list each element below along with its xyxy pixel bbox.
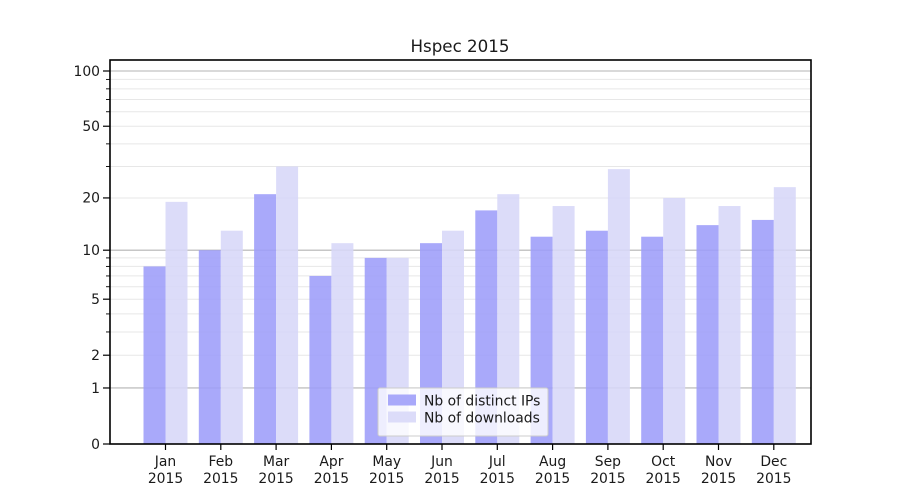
x-tick-label-Jun: Jun 2015 [424,454,459,487]
bar-downloads-Dec [773,187,796,445]
bar-ips-Nov [696,225,719,444]
x-tick-label-Aug: Aug 2015 [535,454,570,487]
x-tick-label-Feb: Feb 2015 [203,454,238,487]
bar-ips-Dec [751,219,774,444]
bar-ips-Feb [198,250,221,444]
bar-downloads-Jul [497,194,520,444]
bar-ips-Sep [585,230,608,444]
x-tick-label-Nov: Nov 2015 [701,454,736,487]
legend-label-downloads: Nb of downloads [424,411,540,427]
x-tick-label-Mar: Mar 2015 [258,454,293,487]
bar-ips-Jan [143,266,166,444]
y-tick-label-100: 100 [73,64,100,80]
x-tick-label-Oct: Oct 2015 [646,454,681,487]
y-tick-label-0: 0 [91,437,100,453]
legend-box [377,387,549,437]
x-tick-label-Apr: Apr 2015 [314,454,349,487]
y-tick-label-1: 1 [91,381,100,397]
bar-ips-Jul [475,210,498,444]
bar-downloads-Sep [607,169,630,444]
y-tick-label-10: 10 [82,243,100,259]
legend-swatch-downloads [388,411,416,423]
x-tick-label-Jul: Jul 2015 [480,454,515,487]
x-tick-label-Dec: Dec 2015 [756,454,791,487]
legend-label-ips: Nb of distinct IPs [424,394,540,410]
bar-downloads-Nov [718,206,741,444]
bar-ips-Mar [254,194,277,444]
bar-downloads-Mar [276,166,299,444]
axes-layer: 0 1 2 5 10 20 50 100 Jan 2015 Feb 2015 Mar 2015 Apr 201… [73,59,812,487]
x-tick-label-May: May 2015 [369,454,404,487]
y-tick-label-50: 50 [82,119,100,135]
bar-ips-Oct [641,236,664,444]
bar-downloads-Apr [331,243,354,444]
y-tick-label-5: 5 [91,292,100,308]
y-tick-label-20: 20 [82,191,100,207]
bar-downloads-Oct [663,197,686,444]
bar-downloads-Aug [552,206,575,444]
y-tick-label-2: 2 [91,348,100,364]
legend-swatch-ips [388,394,416,406]
bar-downloads-Feb [220,230,243,444]
plot-frame [109,59,812,445]
bar-downloads-Jan [165,201,188,444]
x-tick-label-Jan: Jan 2015 [148,454,183,487]
x-tick-label-Sep: Sep 2015 [590,454,625,487]
chart-title: Hspec 2015 [410,36,509,56]
bar-ips-Apr [309,275,332,444]
